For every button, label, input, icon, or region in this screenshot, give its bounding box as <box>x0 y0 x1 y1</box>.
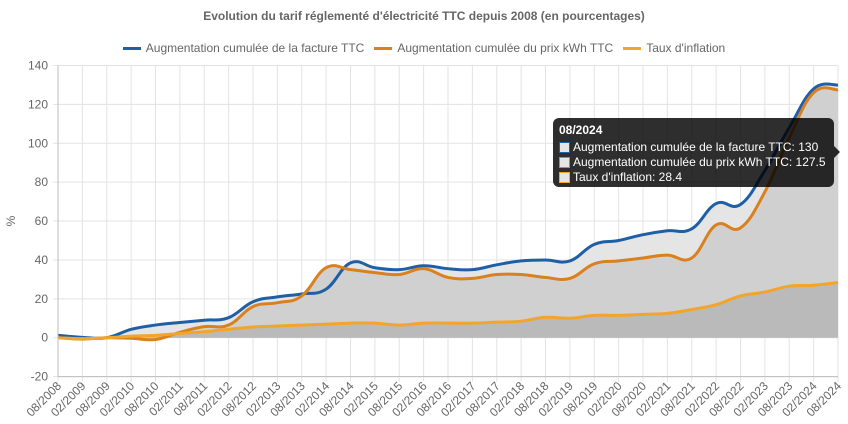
tooltip-row: Taux d'inflation: 28.4 <box>559 170 828 185</box>
y-axis-label: % <box>4 215 18 226</box>
y-tick-label: 100 <box>28 136 48 150</box>
tooltip-swatch <box>559 142 570 153</box>
tooltip-row: Augmentation cumulée du prix kWh TTC: 12… <box>559 155 828 170</box>
tooltip-swatch <box>559 157 570 168</box>
y-tick-label: 140 <box>28 59 48 73</box>
tooltip: 08/2024 Augmentation cumulée de la factu… <box>553 118 840 187</box>
legend-item-facture[interactable]: Augmentation cumulée de la facture TTC <box>122 41 365 55</box>
tooltip-swatch <box>559 172 570 183</box>
area-fills <box>58 83 838 340</box>
legend: Augmentation cumulée de la facture TTC A… <box>0 41 848 55</box>
tooltip-title: 08/2024 <box>559 123 603 137</box>
legend-label: Augmentation cumulée du prix kWh TTC <box>397 41 614 55</box>
y-tick-label: -20 <box>31 370 49 384</box>
legend-swatch-inflation <box>623 46 642 50</box>
area-fill-2 <box>58 282 838 339</box>
y-tick-label: 40 <box>35 253 49 267</box>
legend-item-kwh[interactable]: Augmentation cumulée du prix kWh TTC <box>374 41 613 55</box>
area-fill-1 <box>58 87 838 340</box>
tooltip-row: Augmentation cumulée de la facture TTC: … <box>559 140 828 155</box>
series-lines <box>57 82 839 342</box>
legend-swatch-kwh <box>374 46 393 50</box>
legend-label: Taux d'inflation <box>646 41 726 55</box>
legend-label: Augmentation cumulée de la facture TTC <box>145 41 365 55</box>
tooltip-row-label: Augmentation cumulée de la facture TTC: … <box>573 140 819 154</box>
tooltip-row-label: Taux d'inflation: 28.4 <box>573 170 683 184</box>
tooltip-row-label: Augmentation cumulée du prix kWh TTC: 12… <box>573 155 826 169</box>
chart-title: Evolution du tarif réglementé d'électric… <box>203 9 645 23</box>
y-tick-label: 120 <box>28 97 48 111</box>
y-tick-label: 60 <box>35 214 49 228</box>
legend-swatch-facture <box>122 46 141 50</box>
y-tick-label: 0 <box>41 331 48 345</box>
y-tick-label: 80 <box>35 175 49 189</box>
y-tick-label: 20 <box>35 292 49 306</box>
legend-item-inflation[interactable]: Taux d'inflation <box>623 41 725 55</box>
